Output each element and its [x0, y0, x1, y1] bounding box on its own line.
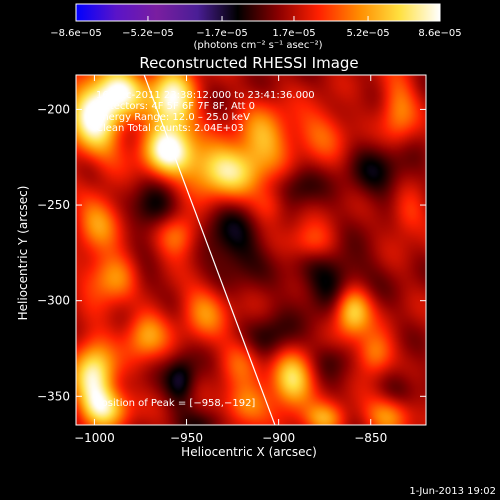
x-tick-label: −950 [170, 431, 203, 445]
x-axis-ticks: −1000 −950 −900 −850 [74, 75, 387, 445]
y-axis-label: Heliocentric Y (arcsec) [16, 186, 30, 321]
x-tick-label: −900 [262, 431, 295, 445]
heatmap-image [76, 75, 426, 425]
footer-date: 1‑Jun‑2013 19:02 [409, 486, 496, 497]
annotation-block: 16‑Dec‑2011 23:38:12.000 to 23:41:36.000… [96, 90, 315, 409]
colorbar-gradient [75, 3, 441, 22]
y-tick-label: −300 [37, 294, 70, 308]
y-tick-label: −350 [37, 389, 70, 403]
colorbar-tick-label: 1.7e−05 [272, 28, 315, 39]
x-tick-label: −850 [354, 431, 387, 445]
y-tick-label: −200 [37, 102, 70, 116]
annotation-energy-range: Energy Range: 12.0 – 25.0 keV [96, 112, 250, 123]
colorbar: −8.6e−05 −5.2e−05 −1.7e−05 1.7e−05 5.2e−05 8.… [50, 3, 462, 51]
plot-frame [75, 74, 427, 426]
solar-limb-line [143, 74, 276, 426]
x-axis-label: Heliocentric X (arcsec) [181, 445, 317, 459]
colorbar-tick-label: 8.6e−05 [418, 28, 461, 39]
colorbar-tick-label: −1.7e−05 [196, 28, 248, 39]
peak-position-label: Position of Peak = [−958,−192] [96, 398, 255, 409]
y-tick-label: −250 [37, 198, 70, 212]
colorbar-tick-label: −8.6e−05 [50, 28, 102, 39]
annotation-counts: Clean Total counts: 2.04E+03 [96, 123, 244, 134]
colorbar-ticks: −8.6e−05 −5.2e−05 −1.7e−05 1.7e−05 5.2e−05 8.… [50, 16, 462, 39]
x-tick-label: −1000 [74, 431, 115, 445]
y-axis-ticks: −200 −250 −300 −350 [37, 102, 426, 403]
colorbar-tick-label: 5.2e−05 [346, 28, 389, 39]
plot-area: −1000 −950 −900 −850 −200 −250 −300 −350 [37, 74, 427, 445]
annotation-detectors: Detectors: 4F 5F 6F 7F 8F, Att 0 [96, 101, 255, 112]
colorbar-tick-label: −5.2e−05 [122, 28, 174, 39]
chart-title: Reconstructed RHESSI Image [139, 54, 358, 72]
colorbar-unit-label: (photons cm⁻² s⁻¹ asec⁻²) [193, 40, 322, 51]
annotation-time-range: 16‑Dec‑2011 23:38:12.000 to 23:41:36.000 [96, 90, 315, 101]
